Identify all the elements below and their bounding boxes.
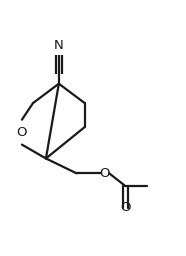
Text: O: O xyxy=(120,201,131,214)
Text: O: O xyxy=(17,125,27,138)
Text: N: N xyxy=(54,39,64,52)
Text: O: O xyxy=(100,167,110,180)
